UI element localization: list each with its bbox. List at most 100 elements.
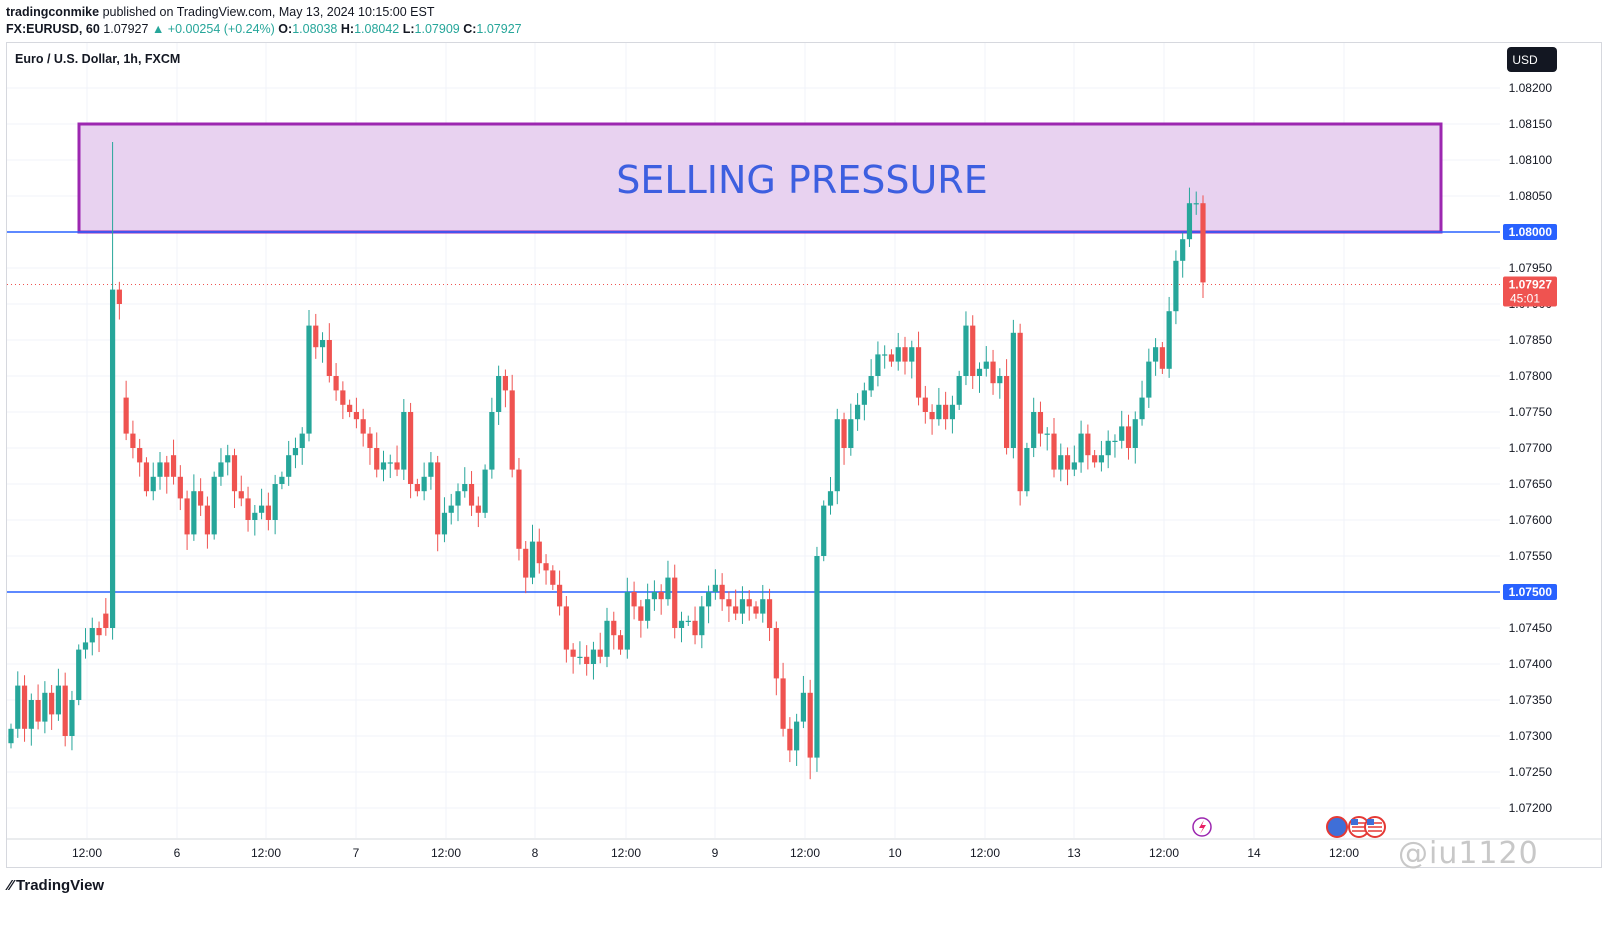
candle-down <box>468 484 475 506</box>
candle-up <box>1139 397 1145 420</box>
candle-up <box>936 404 942 420</box>
candle-up <box>794 721 800 751</box>
price-tick-label: 1.08050 <box>1509 189 1553 203</box>
candle-up <box>448 505 454 513</box>
currency-button[interactable] <box>1507 47 1557 72</box>
candle-up <box>678 620 685 628</box>
candle-up <box>28 700 34 729</box>
candle-up <box>258 505 265 513</box>
candle-down <box>407 412 414 484</box>
candle-up <box>854 404 861 420</box>
candle-down <box>888 354 895 362</box>
candle-down <box>990 361 996 384</box>
candle-down <box>550 570 556 585</box>
price-tick-label: 1.07250 <box>1509 765 1553 779</box>
time-tick-label: 7 <box>353 846 360 860</box>
candle-up <box>109 289 116 628</box>
candle-up <box>1112 440 1118 442</box>
candle-down <box>780 678 786 729</box>
candle-down <box>435 462 441 535</box>
candle-down <box>326 340 332 376</box>
price-axis: 1.08200 1.08150 1.08100 1.08050 1.08000 1.079… <box>1503 81 1557 815</box>
candle-down <box>733 606 739 614</box>
candle-down <box>746 599 752 607</box>
candle-down <box>570 649 576 657</box>
candle-up <box>1010 332 1016 448</box>
candle-down <box>523 548 529 578</box>
candle-up <box>1071 462 1077 470</box>
candle-down <box>753 606 759 614</box>
price-tick-label: 1.07300 <box>1509 729 1553 743</box>
publisher-name[interactable]: tradingconmike <box>6 5 100 19</box>
candle-down <box>726 599 732 607</box>
candle-up <box>455 491 461 506</box>
candle-up <box>1152 347 1159 362</box>
candle-up <box>55 685 62 715</box>
candle-up <box>624 592 630 650</box>
candle-up <box>1058 455 1064 470</box>
candle-down <box>719 584 725 600</box>
low-value: 1.07909 <box>414 22 460 36</box>
level-price-label: 1.07500 <box>1509 585 1553 599</box>
chart-frame[interactable] <box>6 42 1602 868</box>
candle-up <box>76 649 82 700</box>
candle-up <box>319 340 326 348</box>
price-tick-label: 1.07350 <box>1509 693 1553 707</box>
candle-down <box>1064 455 1071 470</box>
level-price-label: 1.08000 <box>1509 225 1553 239</box>
candle-up <box>150 476 156 492</box>
candle-down <box>231 455 238 492</box>
candle-up <box>8 728 14 744</box>
candle-down <box>116 289 122 304</box>
candle-up <box>1044 433 1050 435</box>
candle-up <box>665 577 671 600</box>
price-tick-label: 1.07800 <box>1509 369 1553 383</box>
lightning-bolt-icon <box>1199 820 1206 834</box>
candle-down <box>1092 455 1098 463</box>
candle-up <box>868 376 874 391</box>
candle-down <box>414 484 420 492</box>
overlay: Euro / U.S. Dollar, 1h, FXCM USD <box>15 47 1557 838</box>
candle-down <box>584 656 590 664</box>
time-tick-label: 10 <box>888 846 902 860</box>
candle-up <box>441 512 448 535</box>
candle-up <box>306 325 312 434</box>
candle-up <box>69 700 75 736</box>
candle-down <box>245 498 251 520</box>
tradingview-brand[interactable]: ⁄⁄ TradingView <box>8 877 104 894</box>
candle-up <box>225 455 231 463</box>
candle-up <box>949 404 956 420</box>
candle-up <box>82 642 89 650</box>
candle-down <box>943 404 949 420</box>
candle-down <box>35 700 41 722</box>
candle-down <box>1200 203 1206 283</box>
candle-up <box>401 412 407 470</box>
candle-down <box>611 620 617 636</box>
candle-up <box>529 541 536 578</box>
price-tick-label: 1.07650 <box>1509 477 1553 491</box>
candle-down <box>638 606 644 621</box>
selling-pressure-zone <box>77 122 1443 234</box>
symbol-label[interactable]: FX:EURUSD, 60 <box>6 22 100 36</box>
candle-down <box>509 390 515 470</box>
time-tick-label: 8 <box>532 846 539 860</box>
candle-down <box>1085 433 1091 456</box>
candle-up <box>983 361 989 369</box>
time-tick-label: 12:00 <box>611 846 641 860</box>
candle-down <box>556 584 563 607</box>
candle-down <box>1017 332 1023 492</box>
price-tick-label: 1.07450 <box>1509 621 1553 635</box>
candle-up <box>760 599 766 614</box>
candle-up <box>1166 311 1172 369</box>
candle-down <box>841 419 847 448</box>
time-tick-label: 12:00 <box>970 846 1000 860</box>
candle-up <box>861 390 867 405</box>
economic-event-flag-icon[interactable] <box>1326 816 1348 838</box>
ohlc-line: FX:EURUSD, 60 1.07927 ▲ +0.00254 (+0.24%… <box>6 22 522 36</box>
candle-down <box>123 397 129 434</box>
candles <box>8 142 1206 780</box>
time-tick-label: 9 <box>712 846 719 860</box>
candle-down <box>164 462 170 477</box>
candle-down <box>922 397 928 412</box>
